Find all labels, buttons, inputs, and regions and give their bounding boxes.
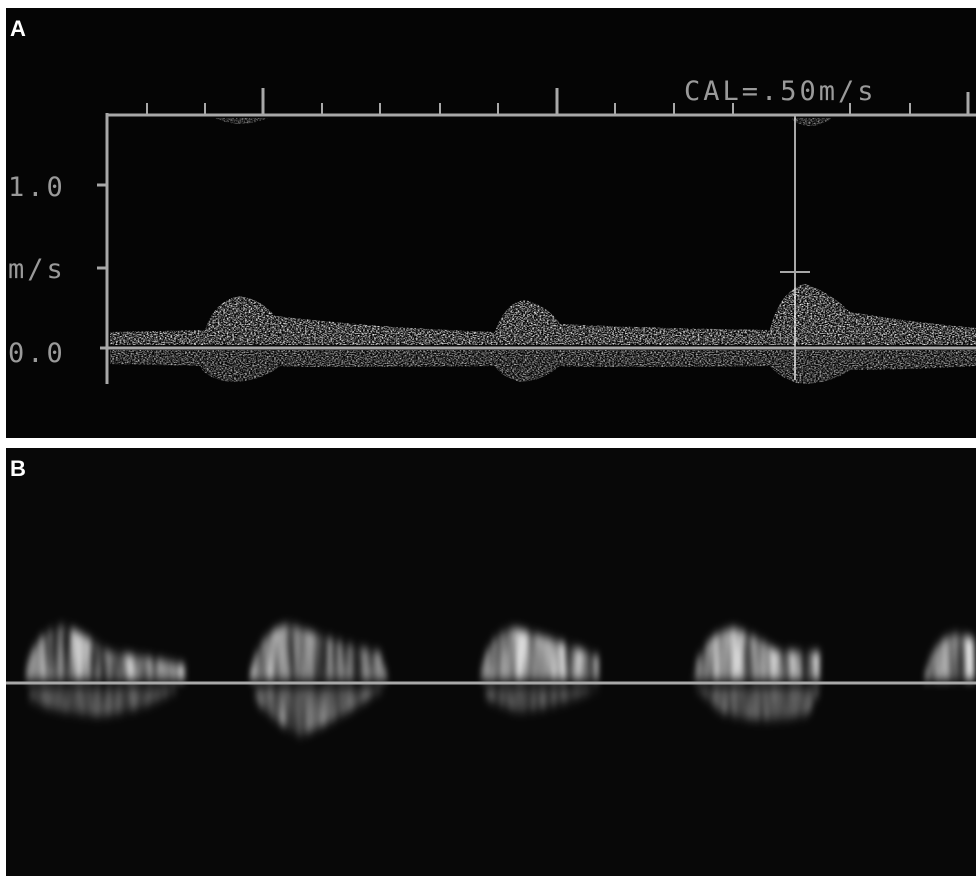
panel-label: B <box>10 456 26 481</box>
axis-label: 1.0 <box>8 172 66 203</box>
figure: A CAL=.50m/s 1.0 m/s 0.0 <box>0 0 976 876</box>
panel-label: A <box>10 16 26 41</box>
axis-label: 0.0 <box>8 338 66 369</box>
calibration-label: CAL=.50m/s <box>684 76 877 107</box>
panel-a: A CAL=.50m/s 1.0 m/s 0.0 <box>6 8 976 438</box>
axis-label: m/s <box>8 254 66 285</box>
panel-b: B <box>6 448 976 876</box>
